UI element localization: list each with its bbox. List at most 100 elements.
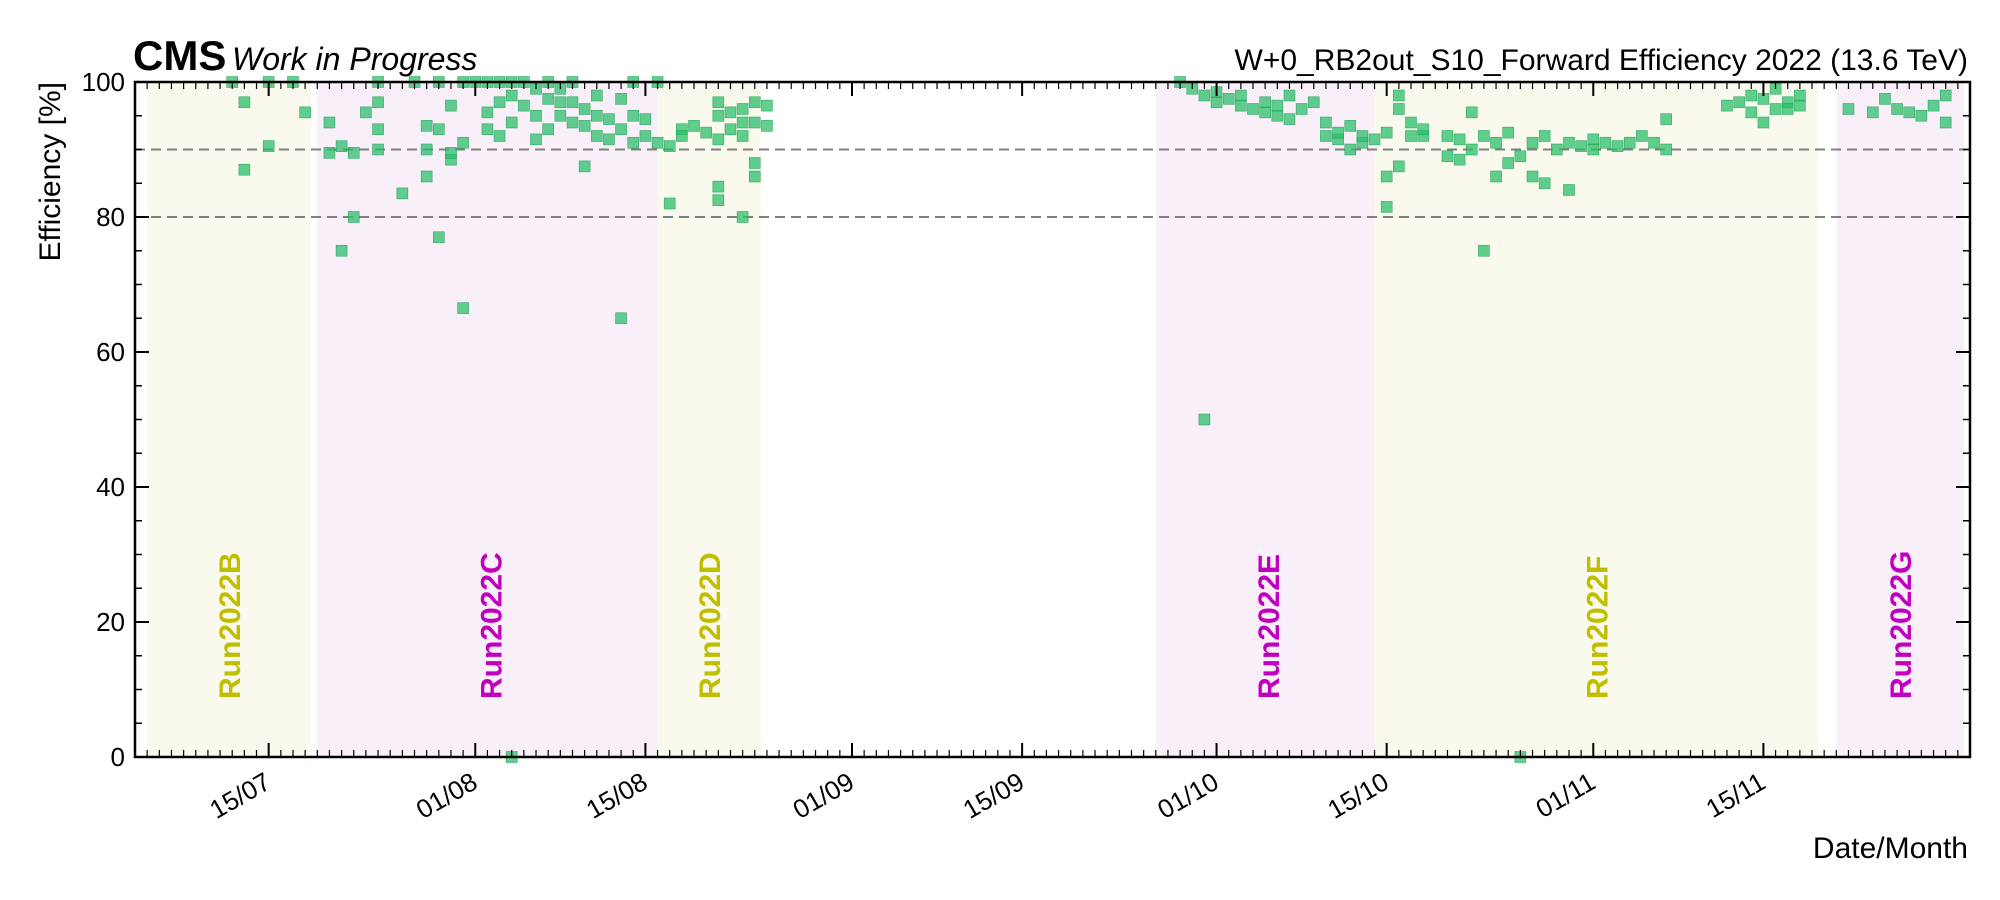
data-point: [748, 170, 761, 183]
data-point: [736, 103, 749, 115]
data-point: [1490, 170, 1502, 183]
data-point: [1344, 120, 1357, 132]
data-point: [1563, 136, 1575, 149]
data-point: [481, 106, 494, 119]
data-point: [1514, 150, 1527, 163]
data-point: [1441, 150, 1454, 163]
data-point: [1927, 99, 1940, 112]
data-point: [1393, 89, 1405, 102]
x-axis-title: Date/Month: [1813, 832, 1968, 865]
data-point: [761, 120, 773, 132]
data-point: [1745, 89, 1758, 102]
data-point: [1551, 143, 1563, 156]
data-point: [748, 96, 761, 109]
run-band: [1374, 82, 1819, 757]
data-point: [761, 99, 773, 112]
data-point: [505, 116, 518, 129]
data-point: [566, 116, 579, 129]
data-point: [1393, 160, 1405, 173]
data-point: [712, 180, 725, 193]
data-point: [347, 147, 360, 159]
data-point: [1757, 116, 1770, 129]
run-label: Run2022F: [1581, 556, 1614, 699]
data-point: [1526, 136, 1539, 149]
data-point: [1915, 109, 1928, 122]
data-point: [1453, 133, 1466, 146]
data-point: [1939, 116, 1952, 129]
run-label: Run2022E: [1253, 554, 1286, 699]
data-point: [1295, 103, 1308, 115]
data-point: [748, 157, 761, 169]
data-point: [372, 123, 384, 136]
data-point: [1283, 113, 1296, 125]
data-point: [1575, 140, 1587, 152]
run-label: Run2022B: [214, 552, 247, 699]
data-point: [1198, 89, 1211, 102]
data-point: [1794, 99, 1806, 112]
data-point: [712, 96, 725, 109]
y-tick-label: 40: [96, 472, 125, 502]
data-point: [457, 136, 469, 149]
data-point: [712, 194, 725, 206]
data-point: [396, 187, 409, 200]
data-point: [530, 109, 542, 122]
data-point: [1721, 99, 1733, 112]
data-point: [1368, 133, 1381, 146]
data-point: [1344, 143, 1357, 156]
y-axis-title: Efficiency [%]: [34, 82, 67, 262]
run-label: Run2022C: [475, 552, 508, 699]
data-point: [615, 312, 627, 325]
data-point: [1417, 123, 1429, 136]
y-tick-label: 0: [111, 742, 125, 772]
experiment-label: CMS: [133, 32, 226, 79]
data-point: [627, 109, 640, 122]
data-point: [1866, 106, 1879, 119]
run-label: Run2022G: [1885, 551, 1918, 699]
data-point: [1502, 126, 1515, 139]
x-tick-label: 15/11: [1701, 766, 1771, 824]
data-point: [433, 123, 445, 136]
status-label: Work in Progress: [232, 41, 477, 77]
run-label: Run2022D: [694, 552, 727, 699]
data-point: [1660, 143, 1672, 156]
data-point: [299, 106, 311, 119]
x-tick-label: 01/08: [411, 766, 482, 825]
run-bands: [147, 82, 1964, 757]
data-point: [627, 136, 640, 149]
run-band: [147, 82, 312, 757]
y-tick-label: 80: [96, 202, 125, 232]
data-point: [1405, 116, 1417, 129]
data-point: [420, 143, 433, 156]
data-point: [615, 93, 627, 105]
run-band: [1155, 82, 1381, 757]
data-point: [1320, 116, 1332, 129]
data-point: [1380, 170, 1393, 183]
x-tick-label: 01/11: [1531, 766, 1601, 824]
data-point: [1526, 170, 1539, 183]
data-point: [1478, 130, 1490, 142]
data-point: [590, 109, 603, 122]
data-point: [1538, 130, 1551, 142]
data-point: [372, 96, 384, 109]
data-point: [1320, 130, 1332, 142]
data-point: [603, 133, 615, 146]
y-tick-label: 100: [82, 67, 125, 97]
data-point: [1599, 136, 1612, 149]
data-point: [1356, 130, 1369, 142]
data-point: [724, 106, 737, 119]
data-point: [1441, 130, 1454, 142]
data-point: [1538, 177, 1551, 190]
data-point: [1332, 126, 1344, 139]
data-point: [335, 244, 348, 257]
data-point: [238, 163, 251, 176]
data-point: [1307, 96, 1320, 109]
data-point: [554, 109, 567, 122]
data-point: [712, 109, 725, 122]
data-point: [1903, 106, 1916, 119]
data-point: [1380, 201, 1393, 213]
data-point: [1222, 93, 1235, 105]
data-point: [712, 133, 725, 146]
data-point: [262, 140, 275, 152]
data-point: [615, 123, 627, 136]
data-point: [1648, 136, 1660, 149]
